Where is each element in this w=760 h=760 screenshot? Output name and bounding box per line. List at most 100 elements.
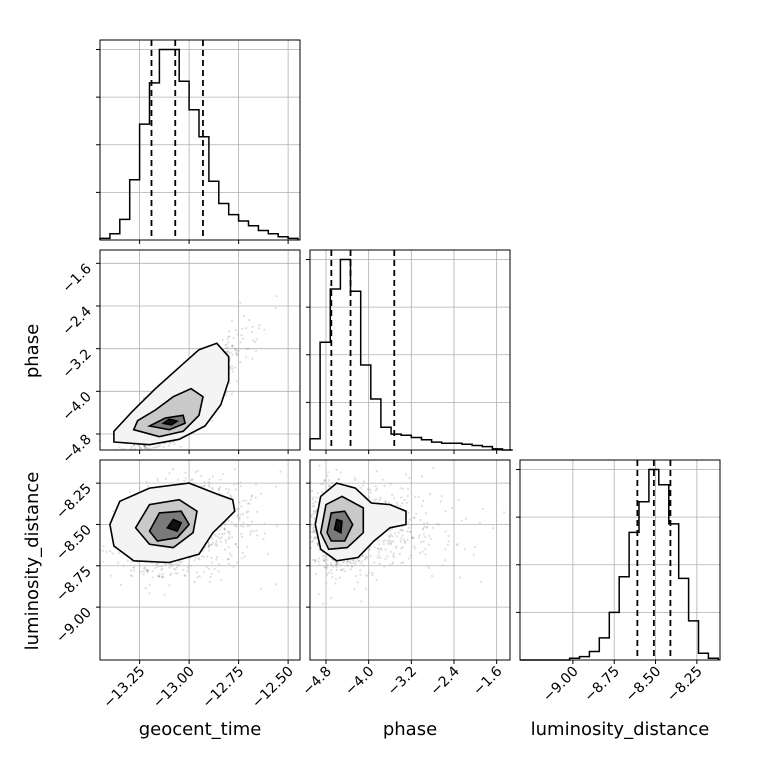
panel-frame-geocent_time: [99, 39, 301, 241]
sample-point: [330, 568, 333, 572]
sample-point: [227, 546, 230, 549]
sample-point: [444, 548, 447, 551]
sample-point: [421, 550, 424, 553]
sample-point: [313, 559, 316, 562]
sample-point: [393, 497, 396, 500]
sample-point: [226, 346, 229, 349]
sample-point: [176, 566, 179, 569]
x-tick-label-phase-2: −3.2: [385, 664, 420, 699]
sample-point: [240, 535, 244, 539]
sample-point: [323, 559, 326, 563]
sample-point: [335, 561, 338, 565]
sample-point: [359, 569, 362, 572]
sample-point: [409, 530, 412, 533]
sample-point: [363, 558, 367, 561]
sample-point: [228, 552, 231, 555]
sample-point: [406, 494, 409, 497]
sample-point: [242, 337, 245, 340]
sample-point: [234, 488, 237, 491]
panel-frame-phase: [309, 249, 511, 451]
sample-point: [213, 533, 216, 536]
sample-point: [250, 495, 253, 498]
sample-point: [422, 528, 425, 531]
sample-point: [112, 510, 115, 513]
sample-point: [395, 545, 398, 548]
sample-point: [223, 527, 226, 531]
sample-point: [274, 485, 277, 488]
sample-point: [457, 498, 460, 502]
sample-point: [427, 543, 430, 546]
sample-point: [422, 540, 425, 543]
sample-point: [320, 483, 323, 486]
sample-point: [148, 592, 151, 595]
sample-point: [242, 521, 245, 524]
sample-point: [388, 535, 391, 538]
sample-point: [349, 562, 352, 565]
sample-point: [403, 541, 407, 544]
sample-point: [231, 344, 234, 347]
sample-point: [196, 576, 199, 579]
y-tick-label-luminosity_distance-3: −8.25: [53, 481, 95, 523]
sample-point: [177, 560, 180, 563]
sample-point: [402, 538, 405, 541]
sample-point: [255, 349, 258, 353]
sample-point: [413, 545, 416, 548]
sample-point: [334, 561, 337, 564]
sample-point: [236, 508, 239, 511]
sample-point: [230, 392, 234, 395]
sample-point: [432, 526, 435, 529]
sample-point: [375, 470, 378, 473]
histogram-geocent_time: [99, 48, 299, 240]
sample-point: [179, 561, 182, 564]
sample-point: [158, 445, 161, 448]
x-tick-label-geocent_time-3: −12.50: [249, 664, 297, 712]
sample-point: [311, 539, 315, 542]
sample-point: [224, 539, 227, 542]
sample-point: [154, 446, 157, 449]
sample-point: [343, 561, 346, 564]
sample-point: [399, 529, 402, 532]
contour-line-geocent_time-luminosity_distance-3: [166, 518, 183, 533]
sample-point: [318, 557, 321, 560]
sample-point: [234, 542, 238, 546]
sample-point: [246, 502, 250, 505]
sample-point: [218, 486, 222, 489]
histogram-phase: [309, 258, 513, 451]
sample-point: [225, 487, 228, 491]
sample-point: [432, 467, 435, 470]
sample-point: [398, 552, 401, 556]
sample-point: [377, 539, 380, 542]
sample-point: [174, 562, 178, 565]
sample-point: [376, 556, 379, 559]
sample-point: [256, 510, 259, 513]
sample-point: [386, 542, 389, 545]
y-axis-title-luminosity-distance: luminosity_distance: [22, 472, 43, 651]
sample-point: [236, 354, 239, 357]
x-tick-label-luminosity_distance-3: −8.25: [664, 664, 706, 706]
sample-point: [216, 544, 219, 547]
x-tick-label-luminosity_distance-1: −8.75: [581, 664, 623, 706]
sample-point: [156, 446, 159, 449]
sample-point: [214, 543, 217, 547]
sample-point: [154, 566, 157, 570]
sample-point: [231, 367, 234, 370]
sample-point: [447, 540, 450, 543]
sample-point: [399, 540, 402, 543]
sample-point: [327, 571, 330, 574]
sample-point: [146, 569, 149, 572]
sample-point: [250, 494, 253, 497]
sample-point: [144, 445, 147, 448]
contour-line-geocent_time-phase-2: [147, 414, 187, 431]
sample-point: [370, 491, 373, 494]
sample-point: [392, 561, 395, 564]
sample-point: [254, 496, 257, 499]
sample-point: [316, 492, 320, 495]
sample-point: [373, 561, 376, 564]
sample-point: [355, 574, 358, 578]
sample-point: [346, 560, 349, 563]
sample-point: [236, 561, 239, 564]
sample-point: [143, 566, 146, 569]
sample-point: [184, 477, 187, 480]
sample-point: [360, 600, 363, 603]
sample-point: [184, 471, 187, 474]
